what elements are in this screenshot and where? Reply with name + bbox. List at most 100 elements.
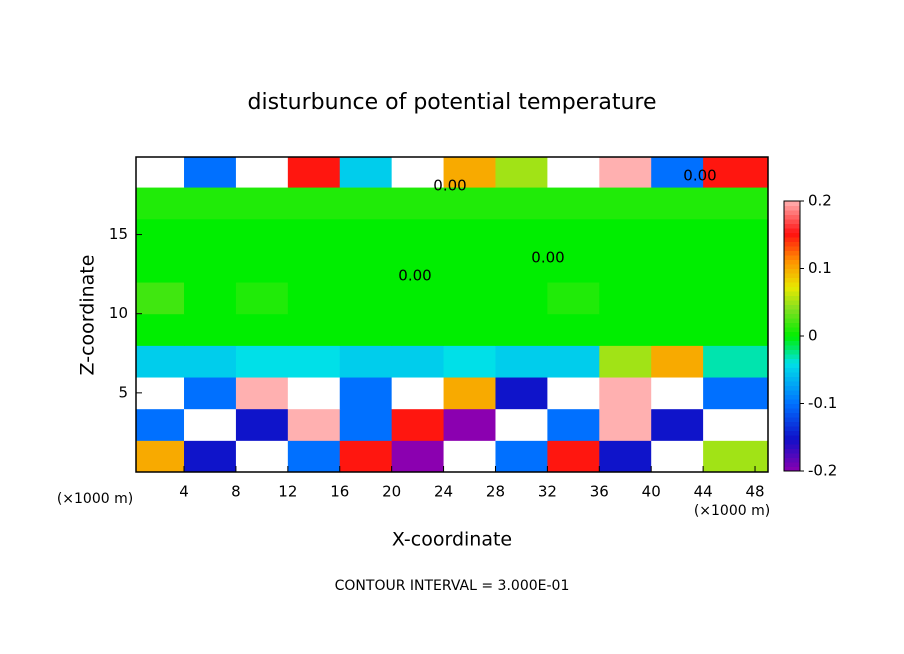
heat-cell	[651, 313, 704, 346]
heat-cell	[339, 408, 393, 441]
heat-cell	[184, 250, 237, 283]
heat-cell	[599, 282, 652, 315]
colorbar-swatch	[784, 304, 800, 310]
heat-cell	[495, 187, 548, 220]
heat-cell	[495, 282, 548, 315]
heat-cell	[391, 345, 445, 378]
heat-cell	[703, 218, 769, 251]
heat-cell	[339, 157, 393, 188]
heat-cell	[495, 218, 548, 251]
heat-cell	[136, 408, 185, 441]
y-axis-label: Z-coordinate	[77, 255, 99, 376]
heat-cell	[391, 313, 445, 346]
colorbar-swatch	[784, 295, 800, 301]
heat-cell	[703, 377, 769, 410]
heat-cell	[651, 440, 704, 473]
heat-cell	[547, 313, 600, 346]
heat-cell	[547, 345, 600, 378]
heat-cell	[235, 377, 289, 410]
colorbar-swatch	[784, 282, 800, 287]
heat-cell	[287, 408, 341, 441]
heat-cell	[287, 377, 341, 410]
heat-cell	[599, 157, 652, 188]
colorbar-tick-label: 0.1	[808, 259, 832, 277]
heat-cell	[547, 377, 600, 410]
colorbar-swatch	[784, 246, 800, 251]
heat-cell	[391, 377, 445, 410]
heat-cell	[136, 440, 185, 473]
colorbar-swatch	[784, 322, 800, 328]
colorbar-swatch	[784, 399, 800, 404]
colorbar-swatch	[784, 205, 800, 211]
chart-title: disturbunce of potential temperature	[248, 90, 657, 115]
colorbar-swatch	[784, 228, 800, 233]
colorbar-swatch	[784, 232, 800, 238]
heat-cell	[599, 187, 652, 220]
heat-cell	[391, 218, 445, 251]
heat-cell	[547, 440, 600, 473]
heat-cell	[184, 408, 237, 441]
heat-cell	[235, 408, 289, 441]
heat-cell	[495, 408, 548, 441]
colorbar-swatch	[784, 390, 800, 395]
heat-cell	[651, 157, 704, 188]
y-tick-label: 5	[118, 383, 128, 401]
contour-label: 0.00	[433, 177, 466, 195]
heat-cell	[547, 408, 600, 441]
y-tick-label: 15	[109, 225, 128, 243]
heat-cell	[136, 345, 185, 378]
heat-cell	[287, 282, 341, 315]
heat-cell	[703, 440, 769, 473]
heat-cell	[339, 313, 393, 346]
colorbar-swatch	[784, 444, 800, 449]
x-tick-label: 8	[231, 483, 241, 501]
x-tick-label: 40	[642, 483, 661, 501]
y-unit: (×1000 m)	[57, 491, 133, 507]
heat-cell	[547, 218, 600, 251]
colorbar-swatch	[784, 250, 800, 256]
heat-cell	[184, 313, 237, 346]
colorbar-swatch	[784, 237, 800, 242]
heat-cell	[599, 250, 652, 283]
heat-cell	[287, 157, 341, 188]
heat-cell	[599, 345, 652, 378]
heat-cell	[495, 157, 548, 188]
heat-cell	[703, 345, 769, 378]
colorbar-swatch	[784, 408, 800, 413]
heat-cell	[136, 187, 185, 220]
colorbar-swatch	[784, 412, 800, 418]
heat-cell	[136, 157, 185, 188]
colorbar-swatch	[784, 219, 800, 224]
heat-cell	[443, 440, 496, 473]
x-tick-label: 28	[486, 483, 505, 501]
colorbar-swatch	[784, 457, 800, 463]
colorbar-swatch	[784, 255, 800, 260]
colorbar-swatch	[784, 201, 800, 206]
colorbar-swatch	[784, 430, 800, 436]
colorbar-swatch	[784, 367, 800, 373]
heat-cell	[235, 313, 289, 346]
heat-cell	[495, 440, 548, 473]
heat-cell	[136, 218, 185, 251]
colorbar-swatch	[784, 300, 800, 305]
heat-cell	[136, 250, 185, 283]
heat-cell	[184, 377, 237, 410]
colorbar-swatch	[784, 421, 800, 427]
heat-cell	[599, 377, 652, 410]
heat-cell	[235, 218, 289, 251]
heat-cell	[651, 218, 704, 251]
heat-cell	[651, 250, 704, 283]
y-tick-label: 10	[109, 304, 128, 322]
heat-cell	[495, 250, 548, 283]
colorbar-swatch	[784, 363, 800, 368]
heat-cell	[235, 250, 289, 283]
colorbar-swatch	[784, 286, 800, 292]
colorbar-swatch	[784, 277, 800, 283]
heat-cell	[184, 282, 237, 315]
x-tick-label: 24	[434, 483, 453, 501]
heat-cell	[391, 440, 445, 473]
colorbar-swatch	[784, 264, 800, 269]
colorbar-swatch	[784, 385, 800, 391]
